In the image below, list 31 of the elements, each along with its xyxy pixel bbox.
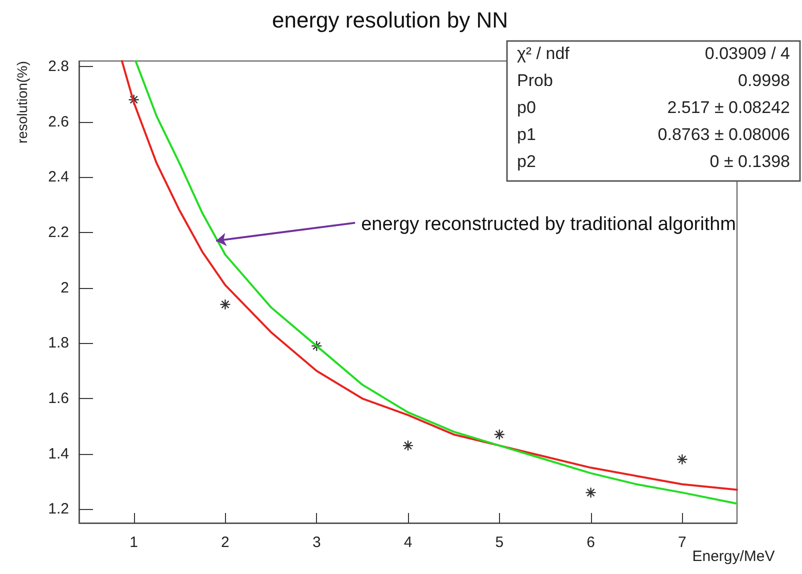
x-tick-label: 2 <box>221 534 230 551</box>
y-tick-label: 2.6 <box>48 113 69 130</box>
x-tick-label: 6 <box>586 534 595 551</box>
y-tick-label: 2 <box>60 279 69 296</box>
x-axis-title: Energy/MeV <box>692 548 775 565</box>
point <box>220 298 231 310</box>
y-tick-label: 2.8 <box>48 58 69 76</box>
y-tick-label: 2.2 <box>48 224 69 242</box>
y-tick-label: 1.2 <box>48 500 69 518</box>
annotation: energy reconstructed by traditional algorithm <box>361 214 736 235</box>
x-tick-label: 5 <box>495 534 504 551</box>
y-tick-label: 2.4 <box>48 168 69 186</box>
text: χ² / ndf 0.03909 / 4 <box>517 44 790 63</box>
x-tick-label: 1 <box>130 534 138 551</box>
x-tick-label: 3 <box>312 534 321 551</box>
text: Prob 0.9998 <box>517 71 790 90</box>
point <box>585 486 596 498</box>
x-tick-label: 4 <box>404 534 412 551</box>
text: p2 0 ± 0.1398 <box>517 152 790 171</box>
chart-title: energy resolution by NN <box>272 8 508 32</box>
point <box>494 428 505 440</box>
point <box>676 454 688 465</box>
point <box>128 94 140 106</box>
text: p1 0.8763 ± 0.08006 <box>517 125 790 144</box>
x-tick-label: 7 <box>678 534 686 551</box>
y-tick-label: 1.6 <box>48 390 69 408</box>
point <box>402 440 414 452</box>
y-tick-label: 1.8 <box>48 334 69 352</box>
y-tick-label: 1.4 <box>48 445 69 462</box>
text: p0 2.517 ± 0.08242 <box>517 98 790 117</box>
y-axis-title: resolution(%) <box>14 61 30 144</box>
